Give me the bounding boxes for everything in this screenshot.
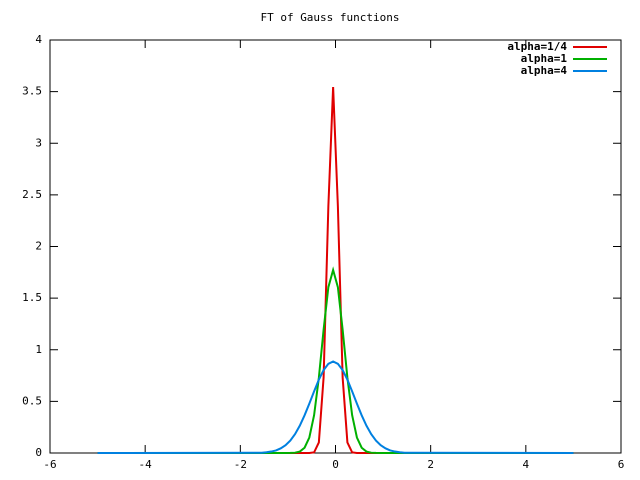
y-tick-label: 0.5 <box>22 394 42 407</box>
x-tick-label: 2 <box>427 458 434 471</box>
x-tick-label: 0 <box>332 458 339 471</box>
x-tick-label: 6 <box>618 458 625 471</box>
legend-label: alpha=4 <box>521 64 568 77</box>
chart-title: FT of Gauss functions <box>260 11 399 24</box>
x-tick-label: -4 <box>139 458 153 471</box>
y-tick-label: 0 <box>35 446 42 459</box>
y-tick-label: 3.5 <box>22 85 42 98</box>
y-tick-label: 4 <box>35 33 42 46</box>
legend-label: alpha=1 <box>521 52 568 65</box>
y-tick-label: 1.5 <box>22 291 42 304</box>
series-line <box>97 360 574 454</box>
series-line <box>97 266 574 454</box>
series-line <box>97 86 574 454</box>
y-tick-label: 1 <box>35 343 42 356</box>
y-tick-label: 3 <box>35 136 42 149</box>
x-tick-label: -6 <box>43 458 56 471</box>
legend-label: alpha=1/4 <box>507 40 567 53</box>
x-tick-label: 4 <box>523 458 530 471</box>
y-tick-label: 2 <box>35 240 42 253</box>
x-tick-label: -2 <box>234 458 247 471</box>
plot-frame <box>49 39 622 454</box>
y-tick-label: 2.5 <box>22 188 42 201</box>
